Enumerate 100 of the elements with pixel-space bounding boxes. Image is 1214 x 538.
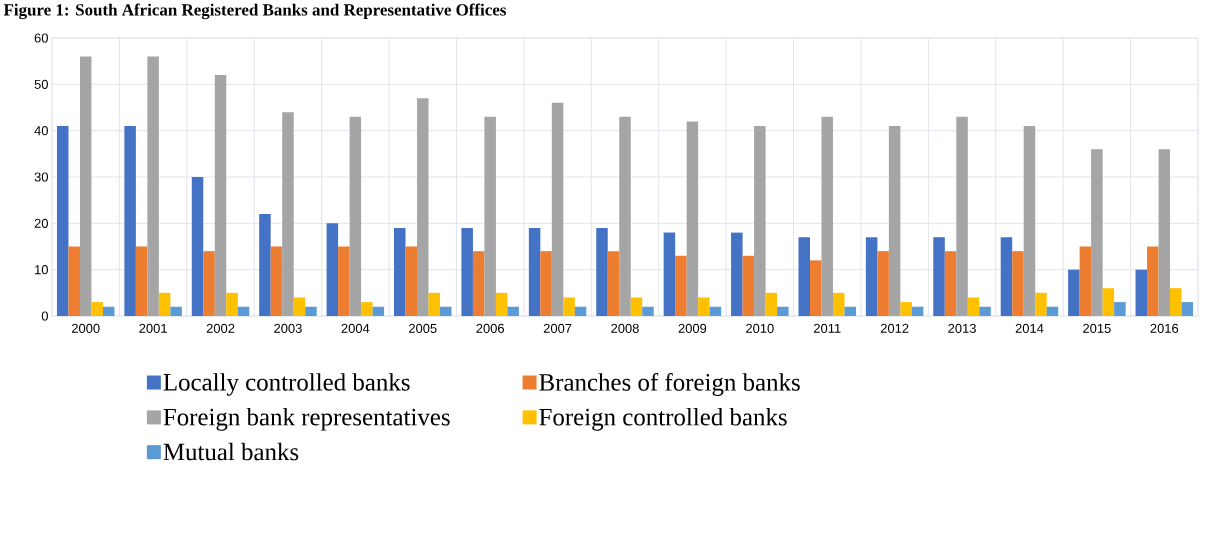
bar	[675, 255, 687, 316]
x-tick-label: 2012	[880, 323, 909, 333]
bar	[124, 126, 136, 316]
bar	[832, 292, 845, 316]
bar	[563, 297, 575, 316]
bar	[472, 251, 485, 316]
y-tick-label: 0	[41, 311, 48, 321]
x-tick-label: 2013	[948, 323, 976, 333]
x-tick-label: 2010	[746, 323, 774, 333]
y-tick-label: 40	[34, 126, 48, 136]
x-tick-label: 2016	[1150, 323, 1179, 333]
x-tick-label: 2005	[409, 323, 437, 333]
y-tick-label: 20	[34, 218, 48, 228]
x-tick-label: 2011	[813, 323, 841, 333]
bar	[944, 251, 957, 316]
bar	[865, 237, 878, 316]
x-tick-label: 2006	[476, 323, 505, 333]
bar	[540, 251, 552, 316]
legend-label: Foreign bank representatives	[163, 408, 450, 431]
bar	[1147, 246, 1159, 316]
bar	[630, 297, 643, 316]
y-tick-label: 60	[34, 33, 48, 43]
bar	[798, 237, 810, 316]
y-tick-label: 30	[34, 172, 48, 182]
bar	[158, 292, 171, 316]
bar	[709, 306, 722, 316]
bar	[56, 126, 69, 316]
bar	[1079, 246, 1092, 316]
legend-label: Foreign controlled banks	[539, 408, 787, 431]
bar	[528, 227, 541, 316]
bar	[777, 306, 789, 316]
x-tick-label: 2015	[1083, 323, 1111, 333]
bar	[1114, 302, 1126, 316]
bar	[495, 292, 508, 316]
bar	[293, 297, 306, 316]
bar	[305, 306, 317, 316]
bar	[1046, 306, 1059, 316]
bar	[68, 246, 80, 316]
bar	[282, 112, 294, 316]
x-tick-label: 2000	[71, 323, 100, 333]
bar	[461, 227, 473, 316]
bar	[214, 75, 227, 316]
bar	[226, 292, 238, 316]
bar	[698, 297, 710, 316]
x-tick-label: 2003	[274, 323, 302, 333]
bar	[933, 237, 945, 316]
chart-title: Figure 1: South African Registered Banks and Representative Offices	[3, 3, 506, 20]
bar	[1035, 292, 1047, 316]
bar	[394, 227, 406, 316]
bar	[372, 306, 385, 316]
bar	[731, 232, 743, 316]
y-tick-label: 50	[34, 79, 48, 89]
bar	[642, 306, 654, 316]
bar	[259, 214, 271, 316]
bar	[754, 126, 766, 316]
bar	[507, 306, 519, 316]
bar	[270, 246, 283, 316]
bar	[326, 223, 339, 316]
bar	[1023, 126, 1036, 316]
bar	[428, 292, 441, 316]
bar	[888, 126, 901, 316]
bar	[1102, 288, 1115, 316]
bar	[1012, 251, 1024, 316]
bar	[809, 260, 822, 316]
bar	[237, 306, 250, 316]
x-tick-label: 2009	[678, 323, 707, 333]
x-tick-label: 2004	[341, 323, 370, 333]
x-tick-label: 2007	[543, 323, 572, 333]
x-tick-label: 2014	[1015, 323, 1044, 333]
x-tick-label: 2001	[139, 323, 167, 333]
bar	[135, 246, 148, 316]
bar	[956, 116, 968, 316]
bar	[1068, 269, 1080, 316]
bar	[551, 102, 564, 316]
bar	[1170, 288, 1182, 316]
bar	[203, 251, 215, 316]
bar	[821, 116, 833, 316]
bar	[417, 98, 429, 316]
bar	[338, 246, 350, 316]
bar	[574, 306, 587, 316]
bar	[170, 306, 182, 316]
bar	[619, 116, 631, 316]
bar	[765, 292, 778, 316]
bar	[405, 246, 418, 316]
bar	[742, 255, 755, 316]
bar	[191, 177, 204, 316]
bar	[596, 227, 608, 316]
bar	[1158, 149, 1171, 316]
bar	[1135, 269, 1148, 316]
bar	[1181, 302, 1194, 316]
bar	[147, 56, 159, 316]
legend-label: Branches of foreign banks	[539, 373, 800, 396]
bar	[349, 116, 362, 316]
bar	[979, 306, 991, 316]
bar	[361, 302, 373, 316]
legend-label: Mutual banks	[163, 442, 299, 461]
x-tick-label: 2002	[206, 323, 235, 333]
bar	[79, 56, 92, 316]
bar	[607, 251, 620, 316]
bar	[686, 121, 699, 316]
